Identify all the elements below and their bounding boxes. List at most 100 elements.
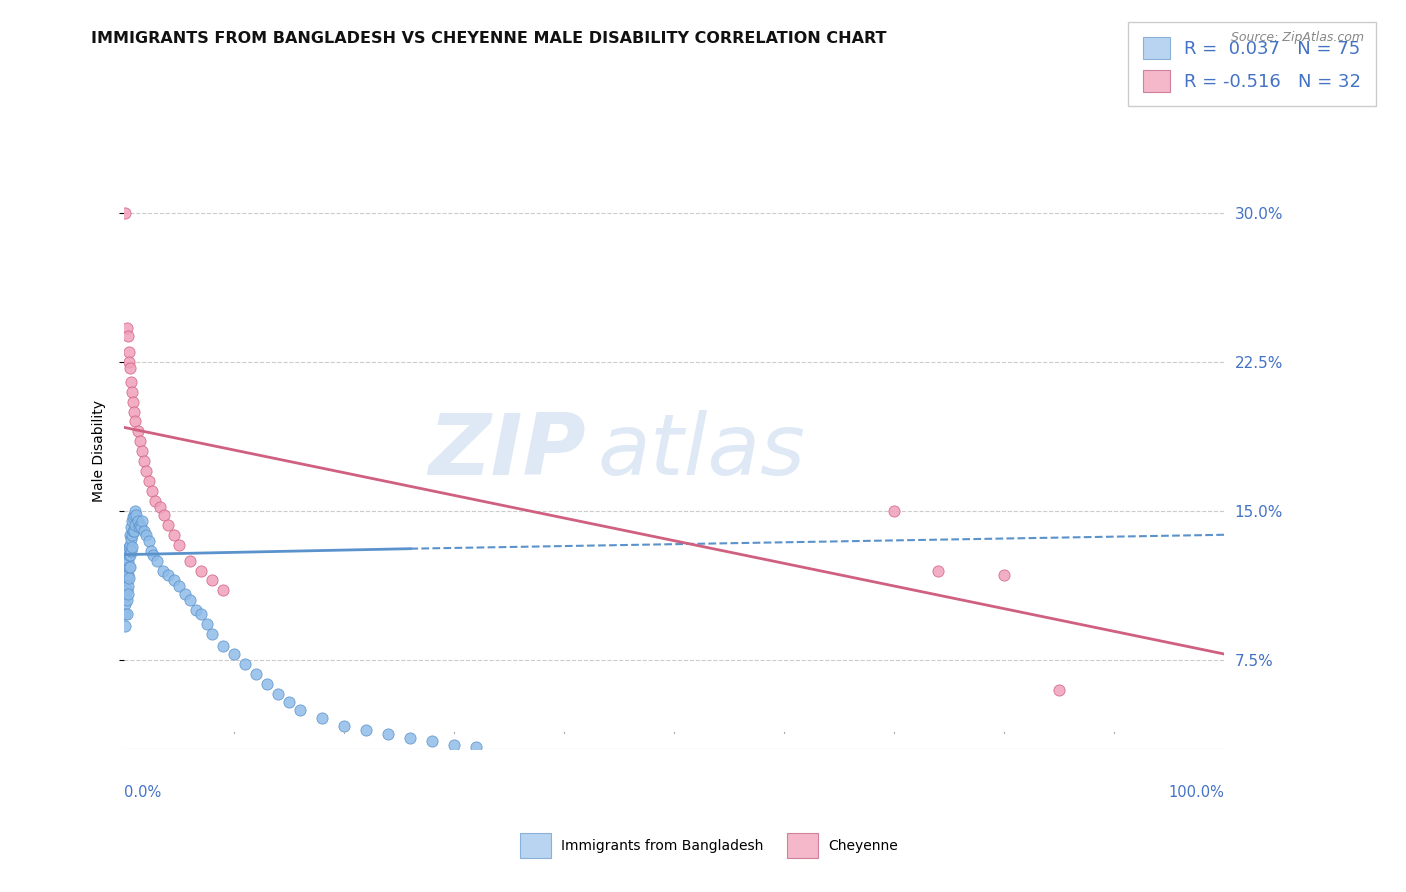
Point: [122, 509, 145, 524]
Point: [122, 394, 145, 409]
Point: [135, 528, 157, 542]
Legend: R =  0.037   N = 75, R = -0.516   N = 32: R = 0.037 N = 75, R = -0.516 N = 32: [1129, 22, 1376, 106]
Point: [212, 583, 235, 598]
Point: [118, 559, 141, 574]
Point: [443, 739, 465, 753]
Text: IMMIGRANTS FROM BANGLADESH VS CHEYENNE MALE DISABILITY CORRELATION CHART: IMMIGRANTS FROM BANGLADESH VS CHEYENNE M…: [91, 31, 887, 46]
Point: [224, 647, 246, 661]
Point: [114, 206, 136, 220]
Point: [125, 508, 148, 522]
Point: [124, 524, 146, 538]
Point: [117, 587, 139, 601]
Point: [201, 574, 224, 588]
Point: [117, 543, 139, 558]
Point: [138, 533, 160, 548]
Point: [190, 564, 212, 578]
Point: [212, 639, 235, 653]
Point: [143, 494, 166, 508]
Point: [267, 687, 290, 701]
Point: [118, 345, 141, 359]
Point: [118, 540, 141, 554]
Point: [114, 619, 136, 633]
Point: [128, 517, 150, 532]
Point: [333, 718, 356, 732]
Point: [128, 434, 150, 449]
Point: [118, 528, 141, 542]
Point: [118, 572, 141, 586]
Point: [139, 543, 162, 558]
Point: [157, 517, 180, 532]
Point: [115, 567, 138, 582]
Point: [173, 587, 195, 601]
Point: [169, 579, 191, 593]
Point: [118, 559, 141, 574]
Point: [311, 711, 333, 725]
Point: [256, 677, 278, 691]
Point: [245, 666, 267, 681]
Text: atlas: atlas: [598, 409, 806, 492]
Point: [134, 454, 156, 468]
Point: [195, 617, 218, 632]
Point: [290, 703, 312, 717]
Point: [117, 553, 139, 567]
Point: [152, 564, 174, 578]
Point: [153, 508, 176, 522]
Point: [117, 329, 139, 343]
Text: Immigrants from Bangladesh: Immigrants from Bangladesh: [561, 838, 763, 853]
Point: [169, 538, 191, 552]
Point: [163, 528, 186, 542]
Point: [117, 579, 139, 593]
Text: Cheyenne: Cheyenne: [828, 838, 898, 853]
Point: [157, 567, 180, 582]
Point: [127, 425, 149, 439]
Text: 0.0%: 0.0%: [124, 785, 162, 800]
Point: [129, 520, 152, 534]
Point: [138, 474, 160, 488]
Point: [114, 587, 136, 601]
Point: [114, 607, 136, 622]
Point: [179, 593, 201, 607]
Point: [356, 723, 378, 737]
Point: [115, 574, 138, 588]
Point: [146, 553, 169, 567]
Point: [115, 321, 138, 335]
Point: [399, 731, 422, 745]
Point: [201, 627, 224, 641]
Point: [120, 532, 142, 546]
Point: [118, 538, 141, 552]
Point: [118, 355, 141, 369]
Point: [114, 579, 136, 593]
Point: [114, 598, 136, 612]
Point: [124, 508, 146, 522]
Point: [149, 500, 172, 514]
Point: [927, 564, 949, 578]
Point: [120, 375, 142, 389]
Point: [134, 524, 156, 538]
Point: [127, 514, 149, 528]
Point: [115, 607, 138, 622]
Point: [124, 517, 146, 532]
Point: [141, 483, 163, 498]
Text: Source: ZipAtlas.com: Source: ZipAtlas.com: [1230, 31, 1364, 45]
Point: [377, 726, 399, 740]
Point: [135, 464, 157, 478]
Text: ZIP: ZIP: [429, 409, 586, 492]
Text: 100.0%: 100.0%: [1168, 785, 1225, 800]
Point: [118, 548, 141, 562]
Point: [465, 740, 488, 755]
Point: [128, 520, 150, 534]
Point: [124, 415, 146, 429]
Point: [120, 543, 142, 558]
Point: [422, 734, 444, 748]
Point: [114, 564, 136, 578]
Point: [131, 514, 153, 528]
Point: [184, 603, 207, 617]
Point: [115, 593, 138, 607]
Point: [993, 567, 1015, 582]
Point: [235, 657, 257, 671]
Point: [122, 524, 145, 538]
Point: [142, 548, 165, 562]
Point: [121, 528, 143, 542]
Point: [115, 553, 138, 567]
Point: [1047, 682, 1070, 697]
